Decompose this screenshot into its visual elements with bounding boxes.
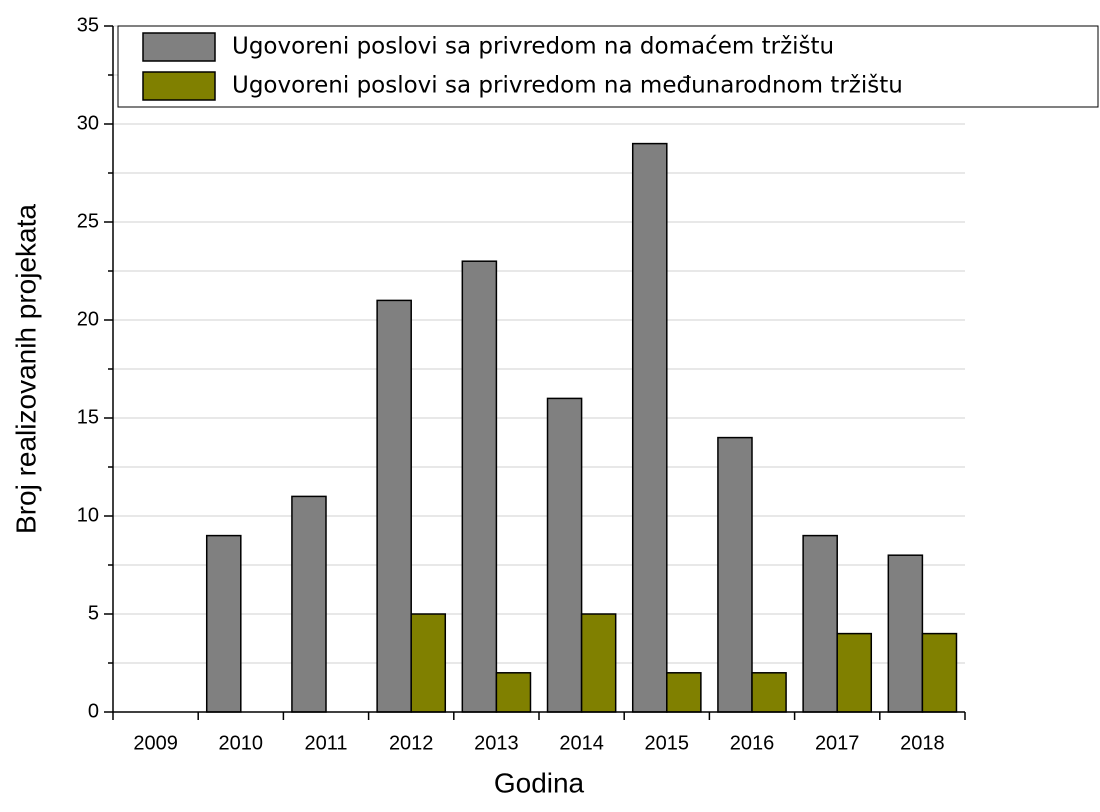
legend-label: Ugovoreni poslovi sa privredom na domaće… [232,34,834,60]
bar [887,554,924,713]
x-tick-label: 2011 [304,732,347,754]
x-tick-label: 2010 [219,732,264,754]
y-tick-label: 35 [77,14,99,36]
x-tick-label: 2014 [559,732,604,754]
y-tick-label: 15 [77,406,99,428]
bar [631,142,668,713]
bar [205,534,242,713]
bar [666,672,702,713]
y-tick-label: 10 [77,504,99,526]
y-tick-label: 25 [77,210,99,232]
x-tick-label: 2016 [730,732,775,754]
legend-swatch [142,32,216,62]
bar [495,672,532,713]
x-tick-label: 2018 [900,732,945,754]
bar [717,436,753,713]
legend-swatch [142,71,216,101]
y-tick-label: 5 [88,602,99,624]
y-tick-label: 20 [77,308,99,330]
bar [376,299,412,713]
x-tick-label: 2012 [389,732,434,754]
y-tick-label: 0 [88,700,99,722]
bar [546,397,583,713]
bar [836,632,873,713]
bar [802,534,838,713]
bar [291,495,327,713]
y-tick-label: 30 [77,112,99,134]
x-tick-label: 2017 [815,732,860,754]
bar [751,672,787,713]
bar [410,613,447,713]
bar [921,632,958,713]
x-tick-label: 2015 [645,732,690,754]
y-axis-title: Broj realizovanih projekata [10,204,41,534]
x-tick-label: 2013 [474,732,519,754]
x-tick-label: 2009 [133,732,178,754]
x-axis-title: Godina [494,767,585,798]
bar [580,613,617,713]
legend-label: Ugovoreni poslovi sa privredom na međuna… [232,73,903,99]
bar [461,260,498,713]
legend-box [117,25,1099,108]
